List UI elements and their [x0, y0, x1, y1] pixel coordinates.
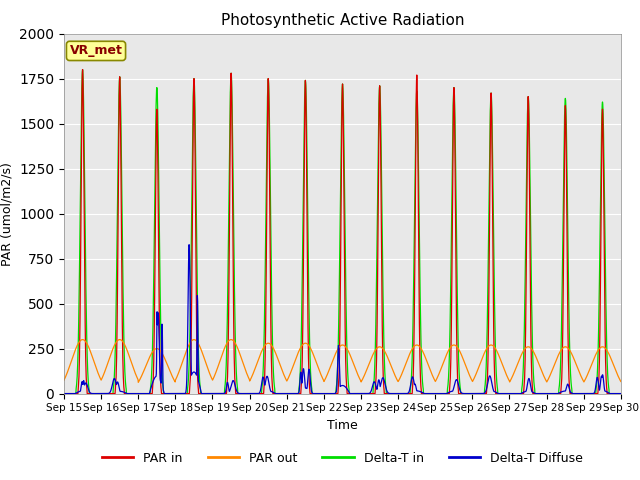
PAR out — [371, 348, 379, 354]
PAR in — [359, 391, 367, 396]
Delta-T in — [359, 391, 367, 396]
Legend: PAR in, PAR out, Delta-T in, Delta-T Diffuse: PAR in, PAR out, Delta-T in, Delta-T Dif… — [97, 447, 588, 469]
Delta-T Diffuse — [568, 390, 575, 396]
PAR in — [504, 391, 512, 396]
Delta-T Diffuse — [617, 391, 625, 396]
Delta-T Diffuse — [216, 391, 223, 396]
Delta-T in — [79, 67, 86, 72]
PAR out — [359, 376, 367, 382]
Line: Delta-T in: Delta-T in — [64, 70, 621, 394]
Line: PAR in: PAR in — [64, 70, 621, 394]
PAR out — [617, 379, 625, 384]
Delta-T in — [504, 391, 512, 396]
PAR out — [584, 372, 591, 377]
Delta-T in — [568, 386, 575, 392]
PAR in — [584, 391, 591, 396]
Delta-T Diffuse — [504, 391, 512, 396]
Delta-T Diffuse — [60, 391, 68, 396]
PAR out — [216, 359, 223, 364]
Delta-T Diffuse — [371, 379, 379, 385]
PAR in — [216, 391, 223, 396]
Delta-T Diffuse — [359, 391, 367, 396]
PAR out — [134, 380, 142, 385]
Line: PAR out: PAR out — [64, 339, 621, 383]
Delta-T in — [371, 363, 379, 369]
Y-axis label: PAR (umol/m2/s): PAR (umol/m2/s) — [1, 162, 13, 265]
Delta-T in — [60, 391, 68, 396]
PAR out — [505, 377, 513, 383]
PAR in — [617, 391, 625, 396]
PAR in — [79, 67, 86, 72]
Delta-T Diffuse — [584, 391, 591, 396]
Delta-T in — [617, 391, 625, 396]
Line: Delta-T Diffuse: Delta-T Diffuse — [64, 245, 621, 394]
PAR out — [568, 352, 576, 358]
PAR out — [60, 377, 68, 383]
PAR in — [371, 391, 379, 396]
X-axis label: Time: Time — [327, 419, 358, 432]
PAR out — [79, 336, 86, 342]
Title: Photosynthetic Active Radiation: Photosynthetic Active Radiation — [221, 13, 464, 28]
Delta-T Diffuse — [185, 242, 193, 248]
PAR in — [60, 391, 68, 396]
Delta-T in — [216, 391, 223, 396]
Delta-T in — [584, 391, 591, 396]
PAR in — [568, 391, 575, 396]
Text: VR_met: VR_met — [70, 44, 122, 58]
